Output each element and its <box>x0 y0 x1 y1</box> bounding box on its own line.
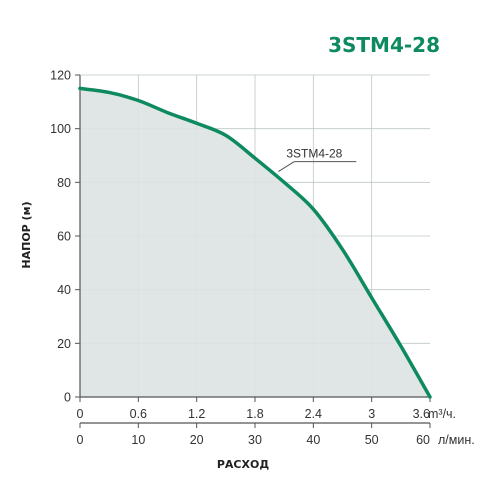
x-tick-label-secondary: 50 <box>365 433 379 447</box>
x-tick-label-primary: 3.6 <box>413 407 430 421</box>
y-axis-title: НАПОР (м) <box>20 201 33 268</box>
series-label: 3STM4-28 <box>286 147 342 161</box>
y-tick-labels: 0 20 40 60 80 100 120 <box>50 69 71 405</box>
x-tick-label-primary: 1.8 <box>246 407 263 421</box>
curve-line <box>78 86 432 399</box>
x-tick-label-secondary: 60 <box>416 433 430 447</box>
y-tick-label: 40 <box>57 283 71 297</box>
x-tick-label-secondary: 40 <box>306 433 320 447</box>
x-tick-label-primary: 1.2 <box>188 407 205 421</box>
axes-layer <box>75 74 431 428</box>
x-tick-label-secondary: 30 <box>248 433 262 447</box>
x-tick-label-primary: 2.4 <box>305 407 322 421</box>
x-tick-labels-secondary: 0 10 20 30 40 50 60 <box>77 433 431 447</box>
x-tick-label-primary: 0.6 <box>130 407 147 421</box>
x-unit-secondary: л/мин. <box>438 433 475 447</box>
x-tick-label-secondary: 10 <box>131 433 145 447</box>
y-tick-label: 60 <box>57 230 71 244</box>
x-tick-label-primary: 3 <box>368 407 375 421</box>
series-label-leader <box>278 161 295 173</box>
y-tick-label: 80 <box>57 176 71 190</box>
x-tick-label-secondary: 20 <box>190 433 204 447</box>
y-tick-label: 0 <box>64 391 71 405</box>
x-tick-label-secondary: 0 <box>77 433 84 447</box>
curve-area-fill <box>80 88 430 398</box>
x-unit-primary: m³/ч. <box>428 407 456 421</box>
chart-title: 3STM4-28 <box>328 33 440 57</box>
x-axis-title: РАСХОД <box>217 458 269 471</box>
x-tick-label-primary: 0 <box>77 407 84 421</box>
y-tick-label: 20 <box>57 337 71 351</box>
x-tick-labels-primary: 0 0.6 1.2 1.8 2.4 3 3.6 <box>77 407 431 421</box>
y-tick-label: 100 <box>50 122 71 136</box>
y-tick-label: 120 <box>50 69 71 83</box>
